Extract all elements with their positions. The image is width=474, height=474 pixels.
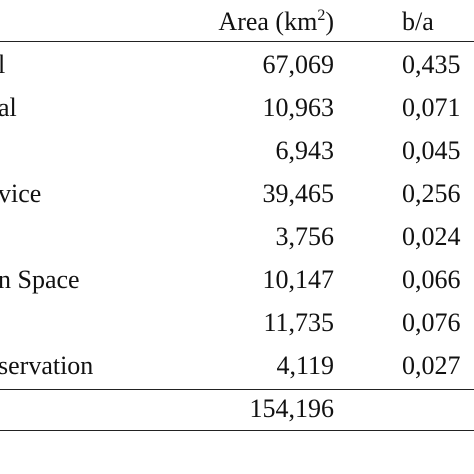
header-area-text: Area (km xyxy=(218,7,318,36)
bottom-rule xyxy=(0,430,474,431)
row-ratio: 0,045 xyxy=(402,136,461,165)
row-area: 11,735 xyxy=(263,308,334,337)
row-ratio: 0,027 xyxy=(402,351,461,380)
row-area: 10,147 xyxy=(262,265,335,294)
row-area: 6,943 xyxy=(275,136,335,165)
table-row: vice 39,465 0,256 xyxy=(0,174,474,214)
header-ratio: b/a xyxy=(402,7,434,36)
row-ratio: 0,071 xyxy=(402,93,461,122)
table-row: n Space 10,147 0,066 xyxy=(0,260,474,300)
total-rule xyxy=(0,389,474,390)
row-ratio: 0,024 xyxy=(402,222,461,251)
row-ratio: 0,076 xyxy=(402,308,461,337)
row-ratio: 0,435 xyxy=(402,50,461,79)
row-name: al xyxy=(0,93,17,122)
row-area: 10,963 xyxy=(262,93,335,122)
row-name: servation xyxy=(0,351,94,380)
row-area: 67,069 xyxy=(262,50,335,79)
row-name: n Space xyxy=(0,265,80,294)
row-name: l xyxy=(0,50,6,79)
header-rule xyxy=(0,41,474,42)
table-row: al 10,963 0,071 xyxy=(0,88,474,128)
table-row: 6,943 0,045 xyxy=(0,131,474,171)
table-total-row: 154,196 xyxy=(0,389,474,429)
total-area: 154,196 xyxy=(249,394,335,423)
header-area-close: ) xyxy=(325,7,334,36)
table-row: 11,735 0,076 xyxy=(0,303,474,343)
row-area: 4,119 xyxy=(276,351,334,380)
row-name: vice xyxy=(0,179,42,208)
row-area: 3,756 xyxy=(275,222,335,251)
row-ratio: 0,066 xyxy=(402,265,461,294)
table-header-row: Area (km2) b/a xyxy=(0,2,474,42)
row-area: 39,465 xyxy=(262,179,335,208)
table-row: l 67,069 0,435 xyxy=(0,45,474,85)
row-ratio: 0,256 xyxy=(402,179,461,208)
table-row: servation 4,119 0,027 xyxy=(0,346,474,386)
table-row: 3,756 0,024 xyxy=(0,217,474,257)
header-area-superscript: 2 xyxy=(317,7,326,24)
header-area: Area (km2) xyxy=(218,2,334,42)
